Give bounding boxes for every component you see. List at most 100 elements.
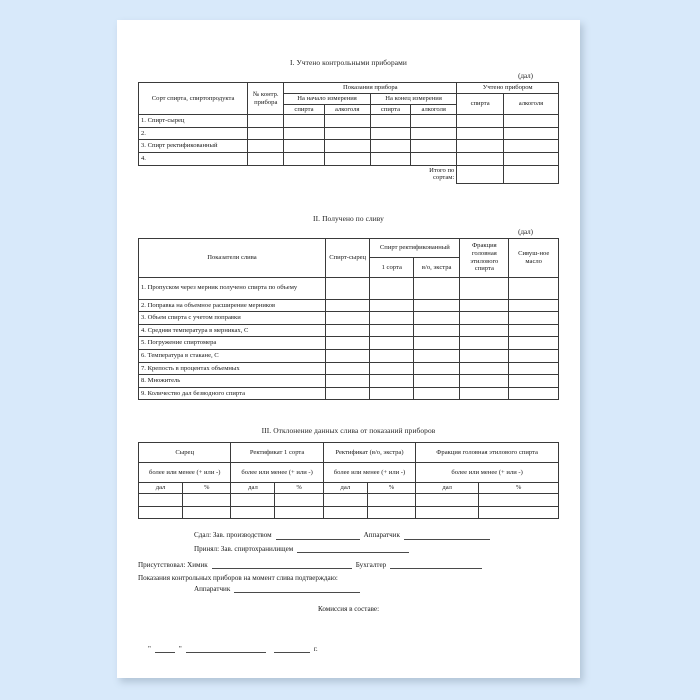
cell-head-pct[interactable] [478, 505, 559, 520]
cell-fusel-oil[interactable] [508, 361, 559, 376]
cell-raw-spirit[interactable] [324, 349, 371, 363]
cell-raw-dal[interactable] [137, 505, 184, 520]
cell-end-alcohol[interactable] [410, 152, 458, 166]
handed-over-signature-line[interactable] [275, 533, 360, 540]
cell-rect1-dal[interactable] [230, 493, 276, 507]
cell-start-alcohol[interactable] [323, 152, 371, 166]
cell-fusel-oil[interactable] [508, 323, 559, 338]
cell-fusel-oil[interactable] [508, 276, 559, 300]
cell-accounted-spirit[interactable] [456, 152, 504, 166]
accepted-signature-line[interactable] [297, 546, 410, 553]
cell-accounted-alcohol[interactable] [502, 152, 560, 166]
cell-start-spirit[interactable] [283, 139, 325, 154]
cell-accounted-alcohol[interactable] [502, 139, 560, 154]
cell-accounted-spirit[interactable] [456, 139, 504, 154]
cell-grade-1[interactable] [369, 276, 415, 300]
cell-head-fraction[interactable] [459, 336, 510, 351]
cell-grade-extra[interactable] [413, 349, 461, 363]
cell-head-fraction[interactable] [459, 349, 510, 363]
cell-head-fraction[interactable] [459, 323, 510, 338]
cell-grade-1[interactable] [369, 298, 415, 313]
cell-raw-dal[interactable] [137, 493, 184, 507]
cell-grade-extra[interactable] [413, 386, 461, 401]
cell-device-no[interactable] [247, 126, 285, 141]
cell-accounted-alcohol[interactable] [502, 114, 560, 128]
cell-fusel-oil[interactable] [508, 311, 559, 325]
cell-raw-spirit[interactable] [324, 374, 371, 388]
cell-head-pct[interactable] [478, 493, 559, 507]
date-day-line[interactable] [154, 646, 175, 654]
cell-end-alcohol[interactable] [410, 139, 458, 154]
cell-raw-spirit[interactable] [324, 323, 371, 338]
cell-fusel-oil[interactable] [508, 386, 559, 401]
cell-raw-spirit[interactable] [324, 276, 371, 300]
cell-device-no[interactable] [247, 152, 285, 166]
date-month-line[interactable] [185, 646, 266, 654]
cell-end-alcohol[interactable] [410, 114, 458, 128]
cell-grade-extra[interactable] [413, 336, 461, 351]
cell-head-dal[interactable] [415, 505, 480, 520]
cell-grade-1[interactable] [369, 336, 415, 351]
cell-head-fraction[interactable] [459, 374, 510, 388]
present-signature-line[interactable] [211, 562, 352, 569]
cell-grade-1[interactable] [369, 311, 415, 325]
cell-grade-extra[interactable] [413, 323, 461, 338]
date-year-line[interactable] [273, 646, 310, 654]
cell-rect1-pct[interactable] [274, 505, 324, 520]
cell-start-alcohol[interactable] [323, 114, 371, 128]
cell-rect1-dal[interactable] [230, 505, 276, 520]
cell-raw-spirit[interactable] [324, 298, 371, 313]
cell-grade-1[interactable] [369, 386, 415, 401]
accountant-signature-line[interactable] [390, 562, 483, 569]
cell-grade-extra[interactable] [413, 374, 461, 388]
cell-device-no[interactable] [247, 139, 285, 154]
cell-head-fraction[interactable] [459, 311, 510, 325]
cell-grade-extra[interactable] [413, 361, 461, 376]
cell-fusel-oil[interactable] [508, 298, 559, 313]
total-accounted-alcohol[interactable] [502, 164, 560, 184]
cell-device-no[interactable] [247, 114, 285, 128]
cell-raw-spirit[interactable] [324, 311, 371, 325]
cell-accounted-alcohol[interactable] [502, 126, 560, 141]
cell-start-spirit[interactable] [283, 126, 325, 141]
cell-head-fraction[interactable] [459, 386, 510, 401]
cell-grade-1[interactable] [369, 349, 415, 363]
cell-rect-extra-pct[interactable] [366, 505, 417, 520]
cell-raw-spirit[interactable] [324, 336, 371, 351]
operator2-signature-line[interactable] [234, 586, 361, 593]
cell-rect-extra-dal[interactable] [322, 493, 368, 507]
total-accounted-spirit[interactable] [456, 164, 504, 184]
cell-start-spirit[interactable] [283, 114, 325, 128]
cell-grade-extra[interactable] [413, 311, 461, 325]
cell-accounted-spirit[interactable] [456, 126, 504, 141]
cell-grade-extra[interactable] [413, 276, 461, 300]
cell-raw-spirit[interactable] [324, 386, 371, 401]
cell-raw-pct[interactable] [182, 505, 232, 520]
cell-head-fraction[interactable] [459, 361, 510, 376]
cell-grade-1[interactable] [369, 361, 415, 376]
cell-head-dal[interactable] [415, 493, 480, 507]
cell-accounted-spirit[interactable] [456, 114, 504, 128]
cell-end-alcohol[interactable] [410, 126, 458, 141]
cell-start-spirit[interactable] [283, 152, 325, 166]
cell-start-alcohol[interactable] [323, 139, 371, 154]
cell-head-fraction[interactable] [459, 276, 510, 300]
cell-fusel-oil[interactable] [508, 336, 559, 351]
cell-end-spirit[interactable] [369, 126, 412, 141]
cell-fusel-oil[interactable] [508, 374, 559, 388]
cell-start-alcohol[interactable] [323, 126, 371, 141]
cell-rect-extra-pct[interactable] [366, 493, 417, 507]
cell-raw-spirit[interactable] [324, 361, 371, 376]
cell-end-spirit[interactable] [369, 152, 412, 166]
cell-end-spirit[interactable] [369, 114, 412, 128]
operator-signature-line[interactable] [403, 533, 490, 540]
cell-fusel-oil[interactable] [508, 349, 559, 363]
cell-grade-1[interactable] [369, 374, 415, 388]
cell-grade-1[interactable] [369, 323, 415, 338]
cell-grade-extra[interactable] [413, 298, 461, 313]
cell-rect-extra-dal[interactable] [322, 505, 368, 520]
cell-raw-pct[interactable] [182, 493, 232, 507]
cell-end-spirit[interactable] [369, 139, 412, 154]
cell-rect1-pct[interactable] [274, 493, 324, 507]
cell-head-fraction[interactable] [459, 298, 510, 313]
